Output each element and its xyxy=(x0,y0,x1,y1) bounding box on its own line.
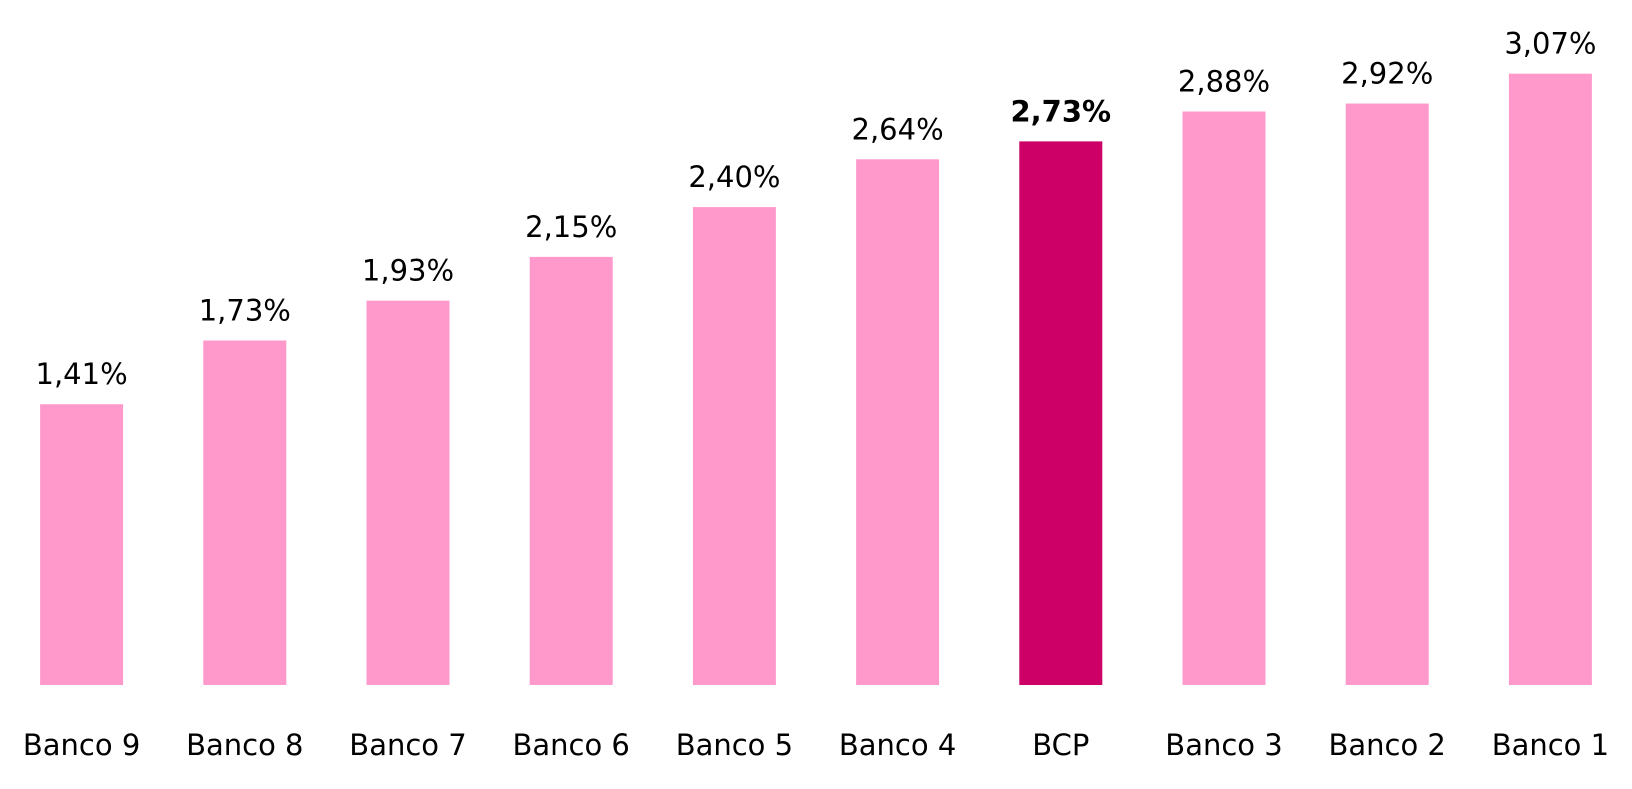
value-label: 2,88% xyxy=(1178,65,1270,99)
value-label: 2,40% xyxy=(688,160,780,194)
bar xyxy=(856,159,940,686)
x-tick-label: BCP xyxy=(1032,728,1089,762)
bar xyxy=(366,300,450,685)
x-tick-label: Banco 4 xyxy=(839,728,956,762)
bar xyxy=(1019,141,1103,686)
x-tick-label: Banco 8 xyxy=(186,728,303,762)
bar xyxy=(529,256,613,685)
x-tick-label: Banco 6 xyxy=(512,728,629,762)
bar xyxy=(1182,111,1266,686)
bar xyxy=(692,207,776,685)
bar xyxy=(1508,73,1592,686)
value-label: 2,64% xyxy=(852,112,944,146)
x-tick-label: Banco 1 xyxy=(1492,728,1609,762)
value-label: 1,73% xyxy=(199,294,291,328)
value-label: 2,15% xyxy=(525,210,617,244)
x-tick-label: Banco 2 xyxy=(1328,728,1445,762)
value-label: 3,07% xyxy=(1504,27,1596,61)
value-label: 1,41% xyxy=(36,357,128,391)
x-tick-label: Banco 3 xyxy=(1165,728,1282,762)
value-label: 2,73% xyxy=(1010,94,1111,128)
bar xyxy=(40,404,124,685)
x-tick-label: Banco 7 xyxy=(349,728,466,762)
x-tick-label: Banco 9 xyxy=(23,728,140,762)
bar xyxy=(203,340,287,685)
value-label: 2,92% xyxy=(1341,57,1433,91)
bar xyxy=(1345,103,1429,685)
x-tick-label: Banco 5 xyxy=(676,728,793,762)
value-label: 1,93% xyxy=(362,254,454,288)
